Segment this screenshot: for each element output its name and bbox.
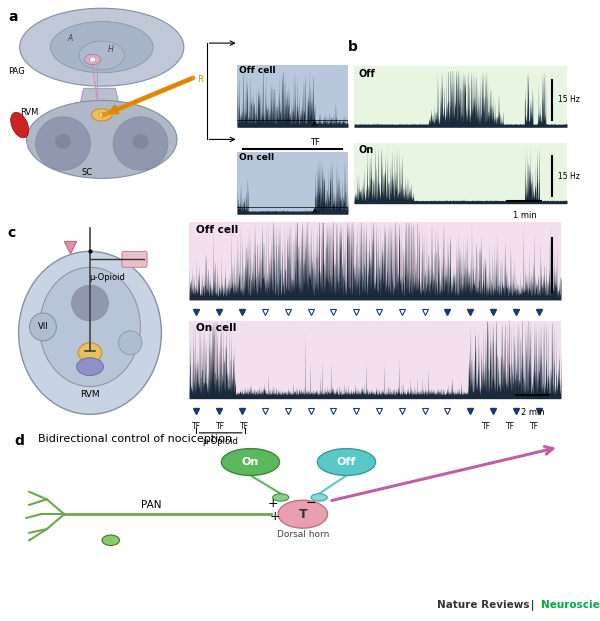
Ellipse shape [102,535,119,545]
Text: TF: TF [216,422,225,431]
Text: PAN: PAN [141,500,162,510]
Text: TF: TF [310,138,320,147]
Text: μ-Opioid: μ-Opioid [203,437,239,446]
Text: A: A [67,35,73,43]
Text: Off: Off [358,69,375,79]
FancyBboxPatch shape [122,252,147,267]
Text: 1 min: 1 min [512,211,536,220]
Text: T: T [299,508,307,520]
Text: Nature Reviews: Nature Reviews [437,601,529,610]
Ellipse shape [99,112,104,117]
Ellipse shape [77,358,103,376]
Ellipse shape [19,252,161,414]
Ellipse shape [40,267,140,386]
Text: |: | [527,600,538,611]
Text: Dorsal horn: Dorsal horn [277,530,329,539]
Polygon shape [79,88,120,109]
Text: RVM: RVM [80,390,100,399]
Text: H: H [108,45,114,54]
Text: 15 Hz: 15 Hz [559,96,580,104]
Text: On cell: On cell [239,153,274,162]
Ellipse shape [311,494,327,501]
Text: On cell: On cell [196,324,237,333]
Ellipse shape [272,494,289,501]
Text: TF: TF [240,422,250,431]
Text: 2 min: 2 min [521,408,545,417]
Text: PAG: PAG [8,67,25,76]
Text: Neuroscience: Neuroscience [541,601,600,610]
Ellipse shape [50,22,153,73]
Text: a: a [8,11,18,24]
Text: TF: TF [310,225,320,234]
Ellipse shape [317,448,376,476]
Text: TF: TF [482,422,491,431]
Text: d: d [15,434,25,448]
Text: +: + [267,497,278,509]
Text: b: b [348,40,358,53]
Text: On: On [358,145,374,155]
Text: −: − [306,497,316,509]
Text: SC: SC [81,168,92,177]
Text: Off cell: Off cell [196,225,239,235]
Text: μ-Opioid: μ-Opioid [89,273,125,282]
Ellipse shape [85,55,101,65]
Ellipse shape [29,313,56,341]
Text: On: On [242,457,259,467]
Text: 15 Hz: 15 Hz [559,172,580,181]
Text: TF: TF [506,422,515,431]
Ellipse shape [11,112,29,138]
Text: c: c [8,225,16,240]
Ellipse shape [113,117,168,170]
Text: R: R [197,76,203,84]
Ellipse shape [55,134,71,148]
Ellipse shape [35,117,91,170]
Ellipse shape [133,134,148,148]
Ellipse shape [119,331,142,355]
Ellipse shape [71,285,109,321]
Ellipse shape [78,343,102,363]
Text: VII: VII [38,322,49,332]
Text: TF: TF [192,422,201,431]
Ellipse shape [91,109,112,121]
Ellipse shape [20,8,184,86]
Ellipse shape [26,101,177,178]
Ellipse shape [90,57,95,62]
Ellipse shape [278,501,328,528]
Ellipse shape [221,448,280,476]
Text: Off cell: Off cell [239,66,276,75]
Ellipse shape [79,41,125,70]
Text: +: + [269,510,280,522]
Text: Bidirectional control of nociception: Bidirectional control of nociception [38,434,232,444]
Text: RVM: RVM [20,108,38,117]
Text: TF: TF [530,422,539,431]
Text: Off: Off [337,457,356,467]
